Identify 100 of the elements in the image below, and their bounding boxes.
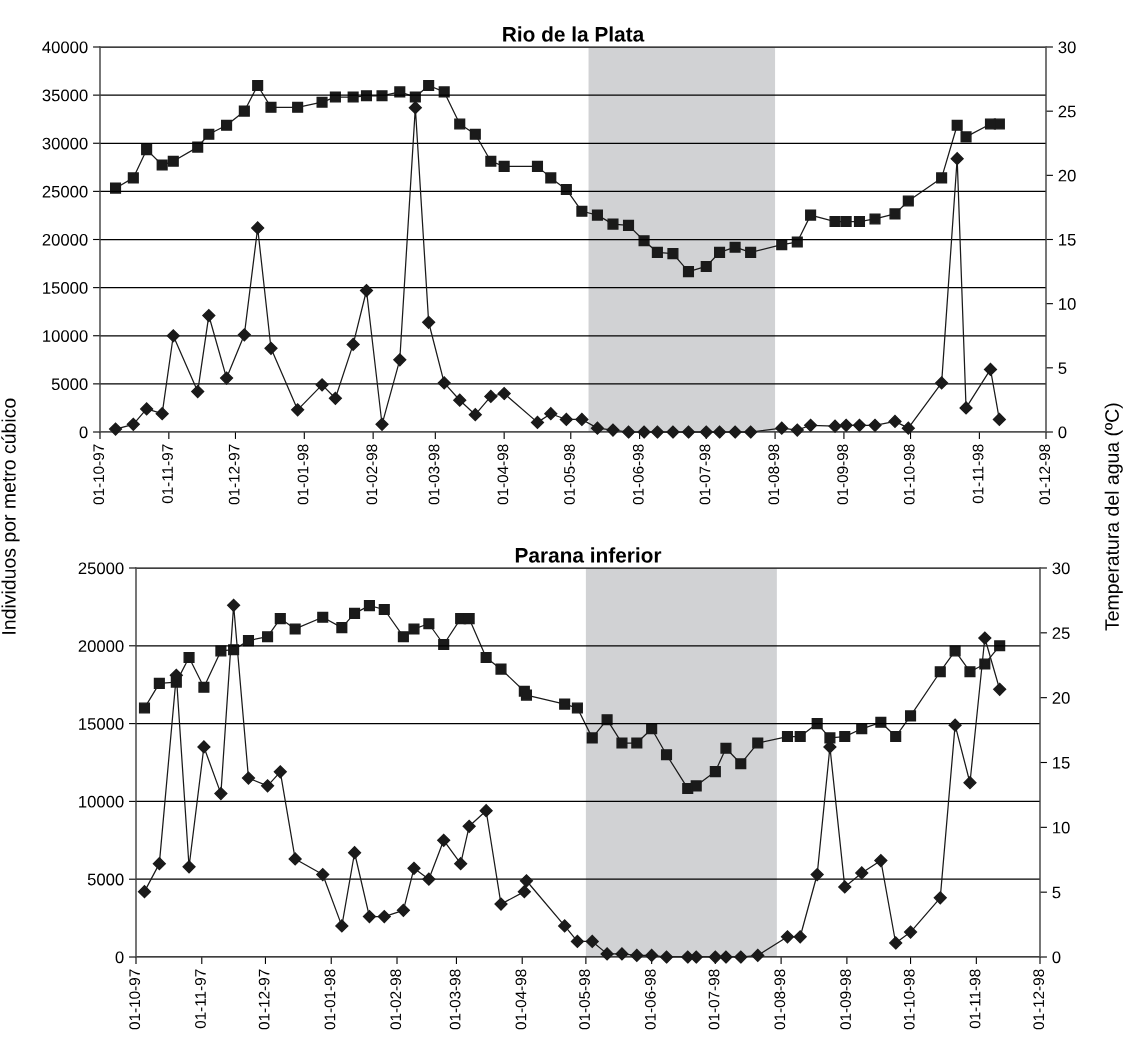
point bbox=[153, 677, 165, 689]
x-tick-label: 01-06-98 bbox=[644, 969, 656, 1030]
point bbox=[650, 425, 664, 439]
point bbox=[869, 213, 881, 225]
x-tick-label: 01-10-98 bbox=[903, 444, 915, 505]
x-tick-label: 01-02-98 bbox=[390, 969, 402, 1030]
point bbox=[559, 698, 571, 710]
point bbox=[874, 853, 888, 868]
point bbox=[219, 371, 234, 385]
y2-tick-label: 25 bbox=[1058, 105, 1076, 118]
point bbox=[638, 235, 650, 247]
point bbox=[375, 417, 389, 431]
point bbox=[479, 804, 493, 818]
y2-tick-label: 10 bbox=[1053, 821, 1070, 834]
x-tick-label: 01-08-98 bbox=[774, 969, 786, 1030]
point bbox=[839, 418, 853, 432]
point bbox=[422, 872, 436, 886]
x-tick-label: 01-10-97 bbox=[129, 969, 141, 1030]
x-tick-label: 01-03-98 bbox=[449, 969, 461, 1030]
point bbox=[520, 689, 533, 701]
point bbox=[260, 779, 275, 793]
point bbox=[700, 260, 712, 273]
point bbox=[545, 172, 557, 184]
point bbox=[454, 857, 468, 871]
point bbox=[274, 613, 286, 625]
point bbox=[560, 183, 572, 196]
y2-tick-label: 10 bbox=[1059, 298, 1076, 310]
point bbox=[811, 718, 823, 730]
point bbox=[127, 172, 139, 184]
point bbox=[378, 603, 390, 616]
point bbox=[191, 384, 205, 399]
point bbox=[964, 666, 976, 678]
point bbox=[745, 246, 757, 258]
point bbox=[719, 950, 733, 964]
point bbox=[530, 415, 545, 429]
point bbox=[155, 407, 169, 421]
point bbox=[393, 353, 407, 367]
point bbox=[328, 391, 342, 405]
point bbox=[853, 215, 866, 228]
y-tick-label: 10000 bbox=[43, 330, 88, 342]
point bbox=[480, 651, 492, 664]
point bbox=[805, 209, 817, 221]
point bbox=[251, 221, 265, 235]
point bbox=[651, 246, 663, 258]
point bbox=[720, 742, 732, 754]
point bbox=[517, 885, 531, 899]
x-tick-label: 01-11-98 bbox=[972, 444, 984, 504]
x-tick-label: 01-09-98 bbox=[837, 444, 849, 505]
point bbox=[454, 118, 466, 130]
point bbox=[666, 425, 680, 439]
y-tick-label: 0 bbox=[79, 426, 88, 439]
x-tick-label: 01-11-98 bbox=[969, 969, 981, 1029]
point bbox=[590, 421, 605, 435]
point bbox=[616, 737, 628, 749]
x-tick-label: 01-11-97 bbox=[195, 969, 206, 1029]
point bbox=[347, 91, 359, 103]
point bbox=[890, 731, 902, 743]
point bbox=[993, 682, 1007, 696]
y-tick-label: 15000 bbox=[43, 282, 88, 294]
point bbox=[794, 731, 806, 743]
point bbox=[407, 861, 421, 875]
point bbox=[600, 947, 614, 961]
point bbox=[950, 152, 964, 166]
point bbox=[242, 635, 255, 647]
point bbox=[292, 101, 304, 113]
point bbox=[631, 737, 643, 749]
y-tick-label: 20000 bbox=[78, 640, 124, 652]
point bbox=[558, 919, 572, 933]
point bbox=[396, 903, 410, 917]
point bbox=[316, 867, 330, 882]
point bbox=[781, 731, 794, 743]
x-tick-label: 01-10-98 bbox=[903, 969, 915, 1030]
point bbox=[888, 414, 902, 429]
y2-tick-label: 5 bbox=[1058, 362, 1067, 375]
point bbox=[622, 219, 635, 231]
y2-tick-label: 30 bbox=[1058, 41, 1076, 54]
x-tick-label: 01-04-98 bbox=[497, 444, 509, 505]
point bbox=[959, 401, 973, 415]
point bbox=[203, 128, 215, 140]
point bbox=[714, 246, 726, 258]
point bbox=[751, 948, 765, 963]
y2-axis-title: Temperatura del agua (ºC) bbox=[1104, 403, 1123, 631]
point bbox=[237, 328, 251, 342]
y-tick-label: 0 bbox=[115, 951, 124, 964]
point bbox=[790, 423, 804, 437]
point bbox=[682, 266, 695, 278]
point bbox=[316, 96, 328, 108]
y-tick-label: 10000 bbox=[79, 795, 124, 808]
x-tick-label: 01-12-98 bbox=[1039, 444, 1051, 505]
point bbox=[630, 948, 644, 963]
point bbox=[852, 418, 867, 432]
x-tick-label: 01-03-98 bbox=[428, 444, 440, 505]
point bbox=[202, 308, 216, 323]
point bbox=[979, 658, 991, 670]
x-tick-label: 01-02-98 bbox=[366, 444, 378, 505]
point bbox=[126, 417, 140, 431]
y2-tick-label: 0 bbox=[1052, 951, 1061, 964]
point bbox=[728, 425, 742, 439]
point bbox=[462, 819, 476, 833]
point bbox=[934, 666, 946, 678]
